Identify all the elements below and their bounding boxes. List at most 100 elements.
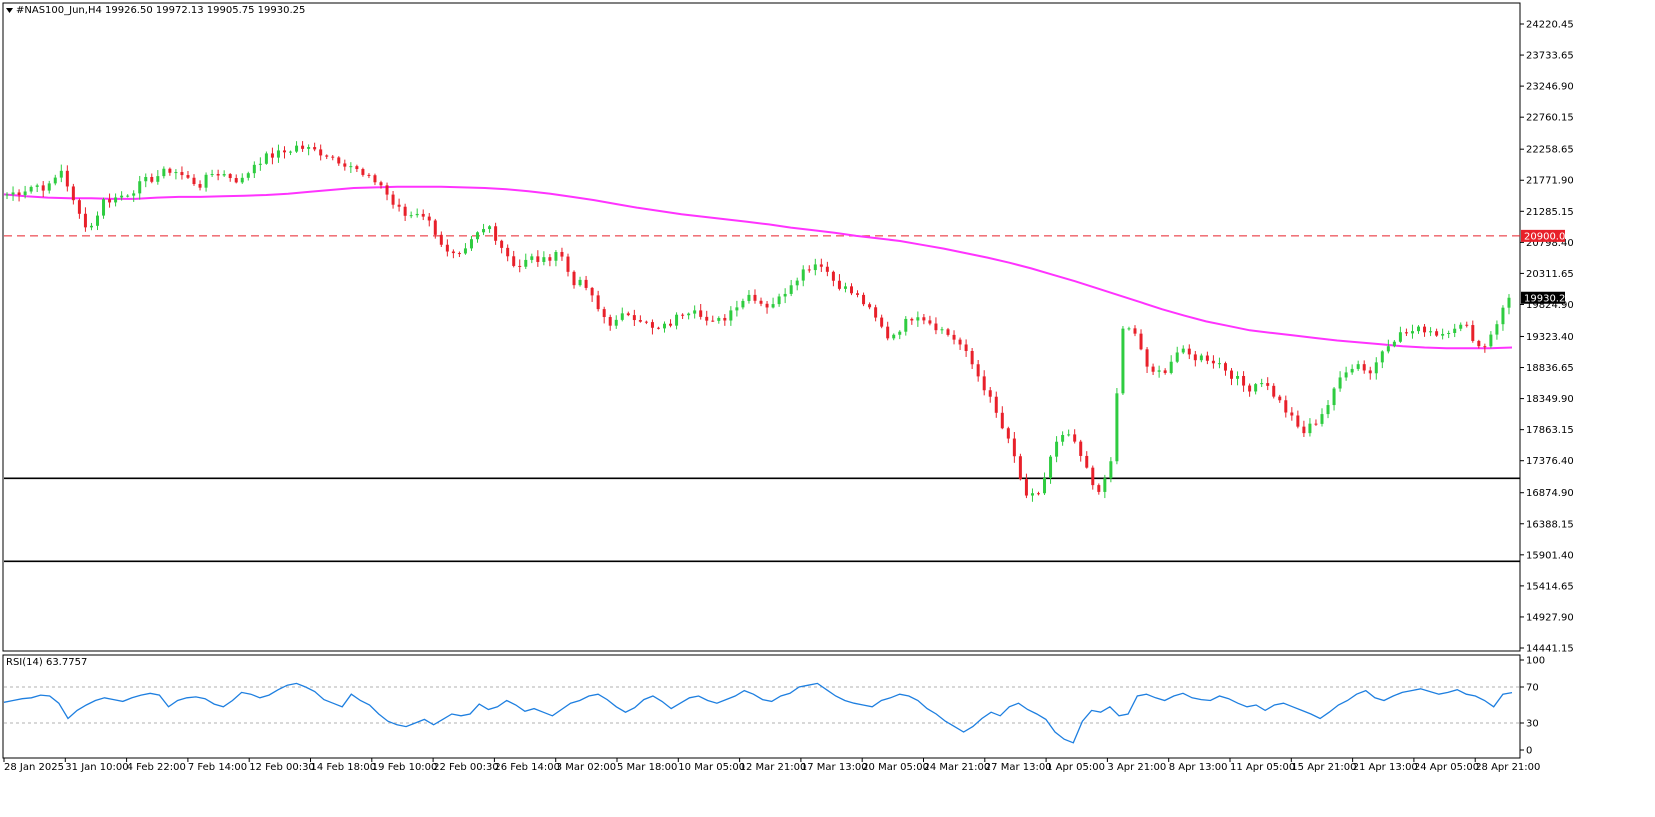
bear-candle xyxy=(1139,333,1143,350)
bear-candle xyxy=(946,329,950,335)
price-tick-label: 24220.45 xyxy=(1526,20,1574,31)
time-tick-label: 3 Mar 02:00 xyxy=(556,762,616,773)
bull-candle xyxy=(1453,328,1457,333)
time-tick-label: 28 Jan 2025 xyxy=(4,762,64,773)
bear-candle xyxy=(150,177,154,182)
horizontal-levels[interactable] xyxy=(4,235,1520,563)
bull-candle xyxy=(102,199,106,216)
bear-candle xyxy=(590,287,594,296)
bull-candle xyxy=(892,334,896,339)
bear-candle xyxy=(1018,456,1022,480)
bear-candle xyxy=(536,256,540,262)
price-tick-label: 16874.90 xyxy=(1526,488,1574,499)
bear-candle xyxy=(632,315,636,321)
bull-candle xyxy=(53,177,57,184)
bear-candle xyxy=(397,204,401,207)
bear-candle xyxy=(385,185,389,195)
bear-candle xyxy=(958,339,962,345)
bull-candle xyxy=(898,331,902,335)
price-tick-label: 21285.15 xyxy=(1526,207,1574,218)
bull-candle xyxy=(620,313,624,320)
bear-candle xyxy=(880,317,884,327)
time-tick-label: 21 Apr 13:00 xyxy=(1353,762,1418,773)
bull-candle xyxy=(132,193,136,196)
bull-candle xyxy=(916,317,920,321)
bull-candle xyxy=(1398,332,1402,342)
bull-candle xyxy=(258,163,262,165)
bear-candle xyxy=(669,323,673,326)
bear-candle xyxy=(1471,325,1475,341)
bull-candle xyxy=(1308,423,1312,434)
bear-candle xyxy=(1314,423,1318,425)
bull-candle xyxy=(1392,341,1396,347)
bear-candle xyxy=(1151,366,1155,372)
price-tick-label: 21771.90 xyxy=(1526,176,1574,187)
bear-candle xyxy=(1272,385,1276,397)
bull-candle xyxy=(1386,346,1390,352)
price-tick-label: 17863.15 xyxy=(1526,425,1574,436)
time-tick-label: 12 Mar 21:00 xyxy=(740,762,807,773)
bull-candle xyxy=(144,177,148,182)
rsi-panel-frame xyxy=(2,654,1521,759)
bear-candle xyxy=(874,307,878,318)
triangle-down-icon[interactable] xyxy=(6,8,13,13)
bear-candle xyxy=(928,320,932,324)
bear-candle xyxy=(922,317,926,321)
bear-candle xyxy=(343,163,347,167)
bear-candle xyxy=(373,175,377,183)
bear-candle xyxy=(1423,326,1427,333)
bear-candle xyxy=(994,396,998,413)
bull-candle xyxy=(138,181,142,194)
bear-candle xyxy=(1024,479,1028,496)
price-axis[interactable]: 24220.45 23733.65 23246.90 22760.15 22258.65… xyxy=(1520,20,1574,655)
price-tick-label: 15901.40 xyxy=(1526,550,1574,561)
bull-candle xyxy=(1338,377,1342,389)
bear-candle xyxy=(1097,485,1101,492)
bull-candle xyxy=(59,170,63,178)
bear-candle xyxy=(355,166,359,170)
symbol-info-label: #NAS100_Jun,H4 19926.50 19972.13 19905.7… xyxy=(16,5,305,16)
bull-candle xyxy=(843,286,847,289)
bear-candle xyxy=(608,317,612,326)
rsi-tick-label: 70 xyxy=(1526,683,1539,694)
rsi-series-line xyxy=(3,682,1513,744)
time-tick-label: 1 Apr 05:00 xyxy=(1046,762,1105,773)
bull-candle xyxy=(11,192,15,195)
bear-candle xyxy=(1000,412,1004,429)
price-tick-label: 20798.40 xyxy=(1526,238,1574,249)
bull-candle xyxy=(1199,355,1203,361)
bull-candle xyxy=(675,314,679,326)
bull-candle xyxy=(1109,461,1113,479)
bull-candle xyxy=(1169,361,1173,373)
bull-candle xyxy=(693,310,697,314)
bear-candle xyxy=(192,177,196,185)
bear-candle xyxy=(1465,324,1469,326)
bear-candle xyxy=(970,350,974,365)
bear-candle xyxy=(1230,370,1234,379)
bull-candle xyxy=(1447,332,1451,334)
bear-candle xyxy=(868,304,872,308)
bear-candle xyxy=(1006,428,1010,439)
bull-candle xyxy=(813,264,817,271)
price-tick-label: 14441.15 xyxy=(1526,644,1574,655)
bear-candle xyxy=(1266,383,1270,386)
bull-candle xyxy=(482,229,486,233)
bull-candle xyxy=(89,225,93,228)
bear-candle xyxy=(506,247,510,257)
bear-candle xyxy=(186,175,190,178)
bull-candle xyxy=(488,226,492,230)
bear-candle xyxy=(650,322,654,328)
time-tick-label: 3 Apr 21:00 xyxy=(1107,762,1166,773)
bear-candle xyxy=(518,265,522,267)
price-tick-label: 18836.65 xyxy=(1526,363,1574,374)
bear-candle xyxy=(548,257,552,261)
bull-candle xyxy=(415,213,419,216)
bull-candle xyxy=(156,176,160,182)
bull-candle xyxy=(1236,375,1240,379)
time-axis[interactable]: 28 Jan 2025 31 Jan 10:004 Feb 22:00 7 Feb … xyxy=(3,758,1540,773)
bear-candle xyxy=(1073,434,1077,442)
bull-candle xyxy=(264,153,268,164)
bull-candle xyxy=(1260,383,1264,385)
time-tick-label: 7 Feb 14:00 xyxy=(188,762,247,773)
